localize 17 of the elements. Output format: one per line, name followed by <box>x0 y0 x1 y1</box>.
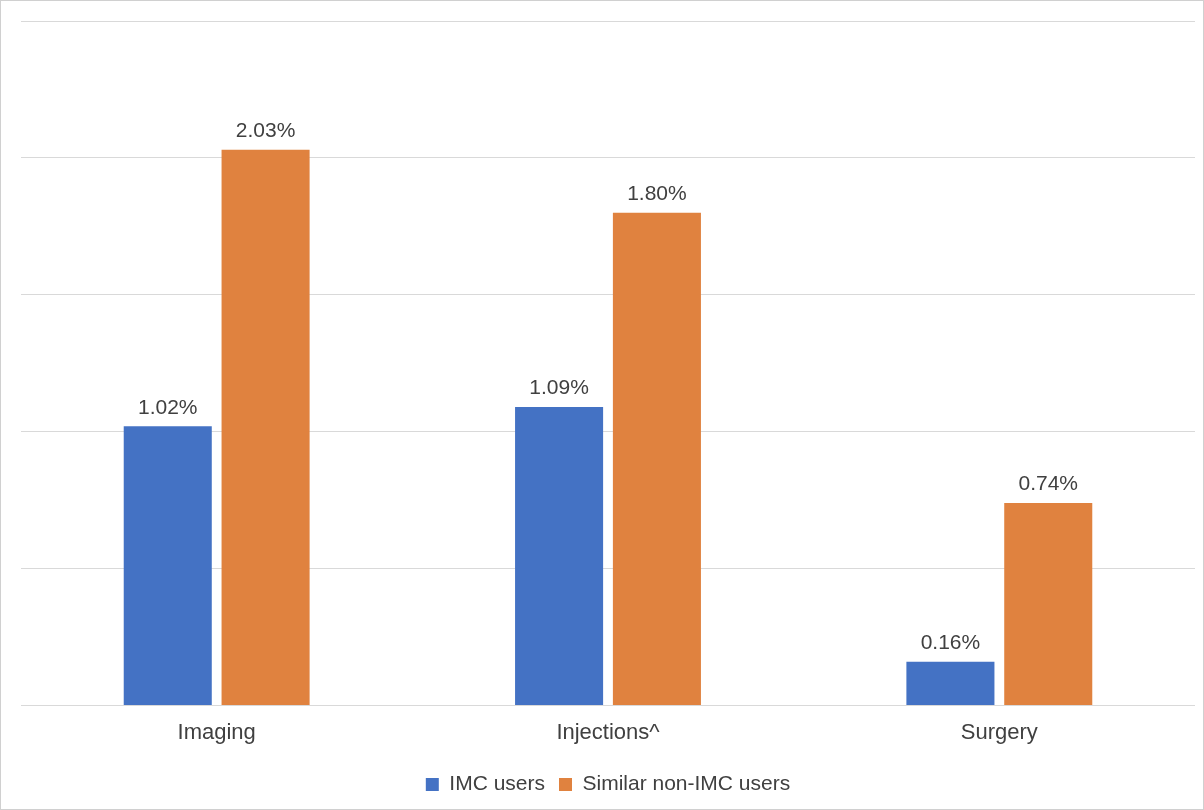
bar <box>123 426 212 706</box>
bar <box>1004 502 1093 706</box>
legend-label: Similar non-IMC users <box>582 771 791 795</box>
x-tick-label: Imaging <box>177 718 256 744</box>
legend-label: IMC users <box>449 771 545 795</box>
bar <box>515 407 604 706</box>
x-tick-label: Surgery <box>960 718 1038 744</box>
bar <box>221 149 310 706</box>
data-label: 2.03% <box>235 118 296 141</box>
data-label: 0.16% <box>920 630 981 654</box>
data-label: 1.80% <box>627 180 687 204</box>
bar <box>906 661 995 706</box>
data-label: 0.74% <box>1018 471 1079 495</box>
x-tick-label: Injections^ <box>556 718 661 744</box>
bar <box>612 212 701 706</box>
data-label: 1.09% <box>529 375 589 399</box>
data-label: 1.02% <box>137 394 198 418</box>
